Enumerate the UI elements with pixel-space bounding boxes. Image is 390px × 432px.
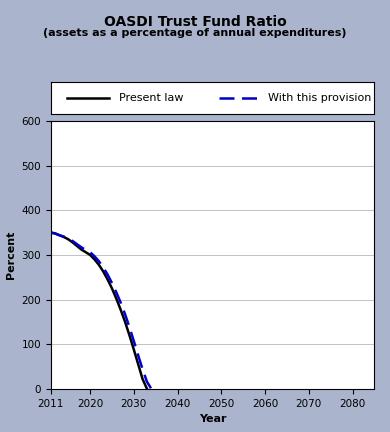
Text: Present law: Present law — [119, 93, 183, 103]
Text: With this provision: With this provision — [268, 93, 371, 103]
Y-axis label: Percent: Percent — [6, 231, 16, 279]
Text: OASDI Trust Fund Ratio: OASDI Trust Fund Ratio — [104, 15, 286, 29]
Text: (assets as a percentage of annual expenditures): (assets as a percentage of annual expend… — [43, 28, 347, 38]
X-axis label: Year: Year — [199, 414, 226, 424]
